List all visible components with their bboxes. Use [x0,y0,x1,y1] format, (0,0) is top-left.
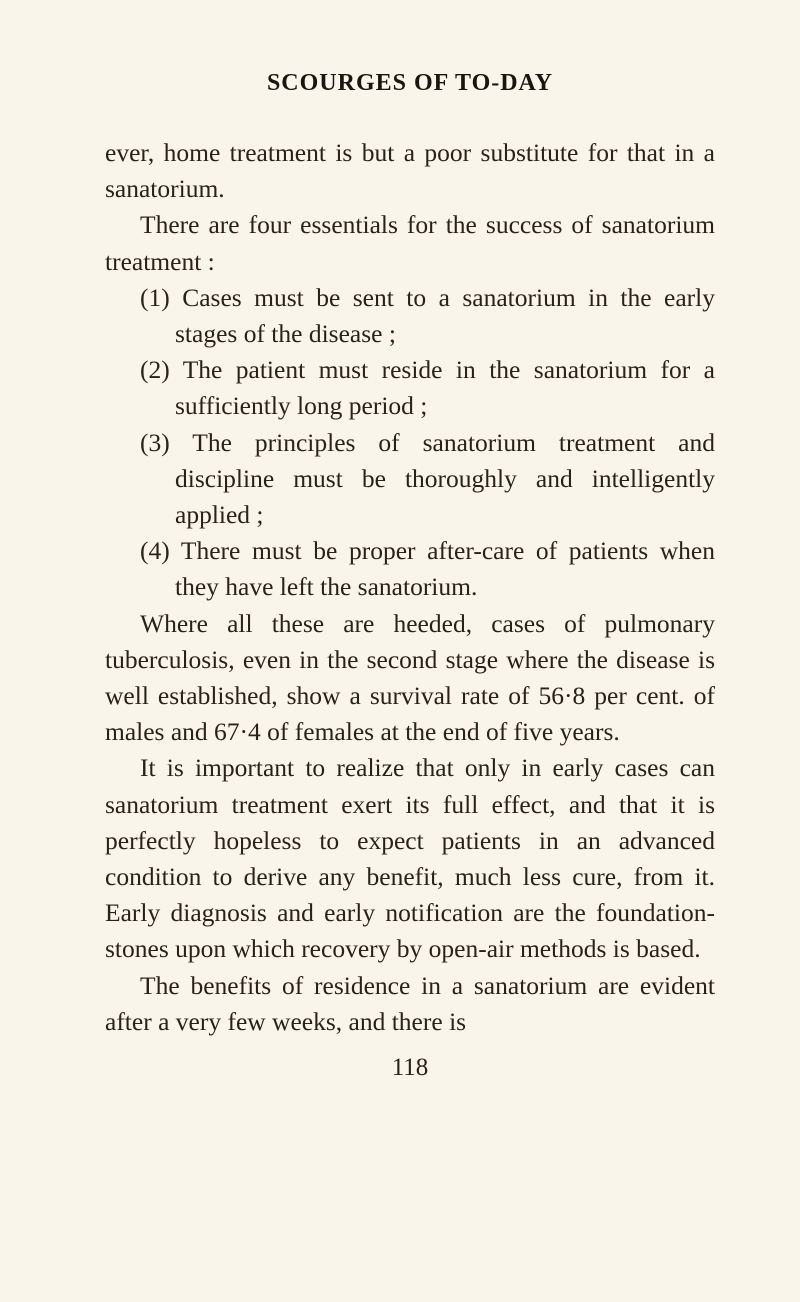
document-page: SCOURGES OF TO-DAY ever, home treatment … [0,0,800,1132]
list-item-1: (1) Cases must be sent to a sanatorium i… [140,280,715,352]
page-number: 118 [105,1054,715,1082]
paragraph-1: ever, home treatment is but a poor subst… [105,135,715,207]
list-item-2: (2) The patient must reside in the sana­… [140,352,715,424]
page-header: SCOURGES OF TO-DAY [105,70,715,97]
paragraph-5: The benefits of residence in a sanatoriu… [105,968,715,1040]
paragraph-2: There are four essentials for the succes… [105,207,715,279]
list-item-3: (3) The principles of sanatorium treatme… [140,425,715,534]
body-text-container: ever, home treatment is but a poor subst… [105,135,715,1040]
paragraph-4: It is important to realize that only in … [105,750,715,967]
list-item-4: (4) There must be proper after-care of p… [140,533,715,605]
paragraph-3: Where all these are heeded, cases of pul… [105,606,715,751]
